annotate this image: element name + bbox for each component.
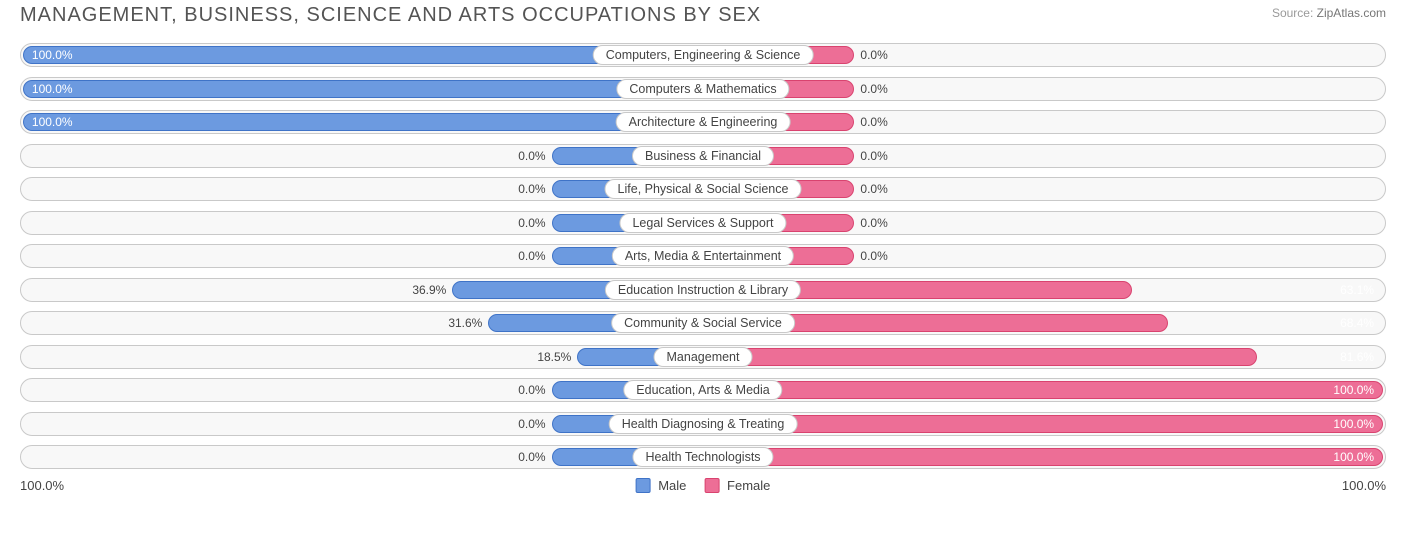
female-value: 68.4% xyxy=(1340,316,1374,330)
row-track: Management 18.5% 81.6% xyxy=(20,345,1386,369)
axis-left-label: 100.0% xyxy=(20,478,64,493)
row-track: Computers, Engineering & Science 100.0% 0.… xyxy=(20,43,1386,67)
female-value: 63.1% xyxy=(1340,283,1374,297)
chart-row: Health Technologists 0.0% 100.0% xyxy=(20,441,1386,474)
male-value: 0.0% xyxy=(518,450,545,464)
chart-title: MANAGEMENT, BUSINESS, SCIENCE AND ARTS O… xyxy=(20,4,761,27)
chart-row: Computers, Engineering & Science 100.0% 0.… xyxy=(20,39,1386,72)
chart-row: Legal Services & Support 0.0% 0.0% xyxy=(20,207,1386,240)
male-value: 0.0% xyxy=(518,249,545,263)
male-value: 100.0% xyxy=(32,82,73,96)
row-track: Computers & Mathematics 100.0% 0.0% xyxy=(20,77,1386,101)
female-value: 0.0% xyxy=(860,249,887,263)
row-track: Business & Financial 0.0% 0.0% xyxy=(20,144,1386,168)
category-label: Legal Services & Support xyxy=(619,213,786,233)
female-bar xyxy=(699,348,1257,366)
category-label: Health Technologists xyxy=(632,447,773,467)
chart-header: MANAGEMENT, BUSINESS, SCIENCE AND ARTS O… xyxy=(0,0,1406,39)
male-value: 0.0% xyxy=(518,216,545,230)
male-value: 18.5% xyxy=(537,350,571,364)
male-value: 0.0% xyxy=(518,383,545,397)
row-track: Health Diagnosing & Treating 0.0% 100.0% xyxy=(20,412,1386,436)
chart-row: Architecture & Engineering 100.0% 0.0% xyxy=(20,106,1386,139)
row-track: Community & Social Service 31.6% 68.4% xyxy=(20,311,1386,335)
category-label: Business & Financial xyxy=(632,146,774,166)
male-bar xyxy=(23,80,707,98)
female-value: 81.6% xyxy=(1340,350,1374,364)
female-bar xyxy=(699,415,1383,433)
axis-right-label: 100.0% xyxy=(1342,478,1386,493)
row-track: Life, Physical & Social Science 0.0% 0.0% xyxy=(20,177,1386,201)
row-track: Legal Services & Support 0.0% 0.0% xyxy=(20,211,1386,235)
female-value: 0.0% xyxy=(860,115,887,129)
female-bar xyxy=(699,381,1383,399)
chart-legend: Male Female xyxy=(636,478,771,493)
chart-row: Arts, Media & Entertainment 0.0% 0.0% xyxy=(20,240,1386,273)
male-value: 31.6% xyxy=(448,316,482,330)
category-label: Arts, Media & Entertainment xyxy=(612,246,794,266)
legend-female-label: Female xyxy=(727,478,770,493)
row-track: Education Instruction & Library 36.9% 63.1… xyxy=(20,278,1386,302)
female-value: 0.0% xyxy=(860,48,887,62)
male-value: 0.0% xyxy=(518,182,545,196)
category-label: Community & Social Service xyxy=(611,313,795,333)
male-swatch-icon xyxy=(636,478,651,493)
category-label: Computers & Mathematics xyxy=(616,79,789,99)
female-swatch-icon xyxy=(704,478,719,493)
chart-row: Education Instruction & Library 36.9% 63.1… xyxy=(20,274,1386,307)
chart-area: Computers, Engineering & Science 100.0% 0.… xyxy=(0,39,1406,498)
female-value: 0.0% xyxy=(860,82,887,96)
legend-female: Female xyxy=(704,478,770,493)
row-track: Education, Arts & Media 0.0% 100.0% xyxy=(20,378,1386,402)
source-value: ZipAtlas.com xyxy=(1317,6,1386,20)
category-label: Health Diagnosing & Treating xyxy=(609,414,798,434)
category-label: Management xyxy=(654,347,753,367)
legend-male: Male xyxy=(636,478,687,493)
row-track: Health Technologists 0.0% 100.0% xyxy=(20,445,1386,469)
female-value: 100.0% xyxy=(1333,450,1374,464)
chart-row: Health Diagnosing & Treating 0.0% 100.0% xyxy=(20,408,1386,441)
chart-source: Source: ZipAtlas.com xyxy=(1272,4,1386,20)
source-label: Source: xyxy=(1272,6,1313,20)
chart-row: Life, Physical & Social Science 0.0% 0.0% xyxy=(20,173,1386,206)
chart-row: Business & Financial 0.0% 0.0% xyxy=(20,140,1386,173)
female-value: 0.0% xyxy=(860,216,887,230)
category-label: Life, Physical & Social Science xyxy=(605,179,802,199)
male-value: 100.0% xyxy=(32,48,73,62)
category-label: Computers, Engineering & Science xyxy=(593,45,814,65)
chart-row: Community & Social Service 31.6% 68.4% xyxy=(20,307,1386,340)
row-track: Architecture & Engineering 100.0% 0.0% xyxy=(20,110,1386,134)
male-value: 0.0% xyxy=(518,417,545,431)
legend-male-label: Male xyxy=(658,478,686,493)
female-value: 0.0% xyxy=(860,182,887,196)
category-label: Architecture & Engineering xyxy=(616,112,791,132)
female-bar xyxy=(699,448,1383,466)
female-value: 100.0% xyxy=(1333,383,1374,397)
female-value: 0.0% xyxy=(860,149,887,163)
male-value: 100.0% xyxy=(32,115,73,129)
female-value: 100.0% xyxy=(1333,417,1374,431)
chart-row: Computers & Mathematics 100.0% 0.0% xyxy=(20,73,1386,106)
row-track: Arts, Media & Entertainment 0.0% 0.0% xyxy=(20,244,1386,268)
chart-row: Management 18.5% 81.6% xyxy=(20,341,1386,374)
chart-axis: 100.0% Male Female 100.0% xyxy=(20,478,1386,498)
male-value: 36.9% xyxy=(412,283,446,297)
male-bar xyxy=(23,113,707,131)
chart-rows: Computers, Engineering & Science 100.0% 0.… xyxy=(20,39,1386,474)
category-label: Education Instruction & Library xyxy=(605,280,801,300)
category-label: Education, Arts & Media xyxy=(623,380,782,400)
male-value: 0.0% xyxy=(518,149,545,163)
chart-row: Education, Arts & Media 0.0% 100.0% xyxy=(20,374,1386,407)
